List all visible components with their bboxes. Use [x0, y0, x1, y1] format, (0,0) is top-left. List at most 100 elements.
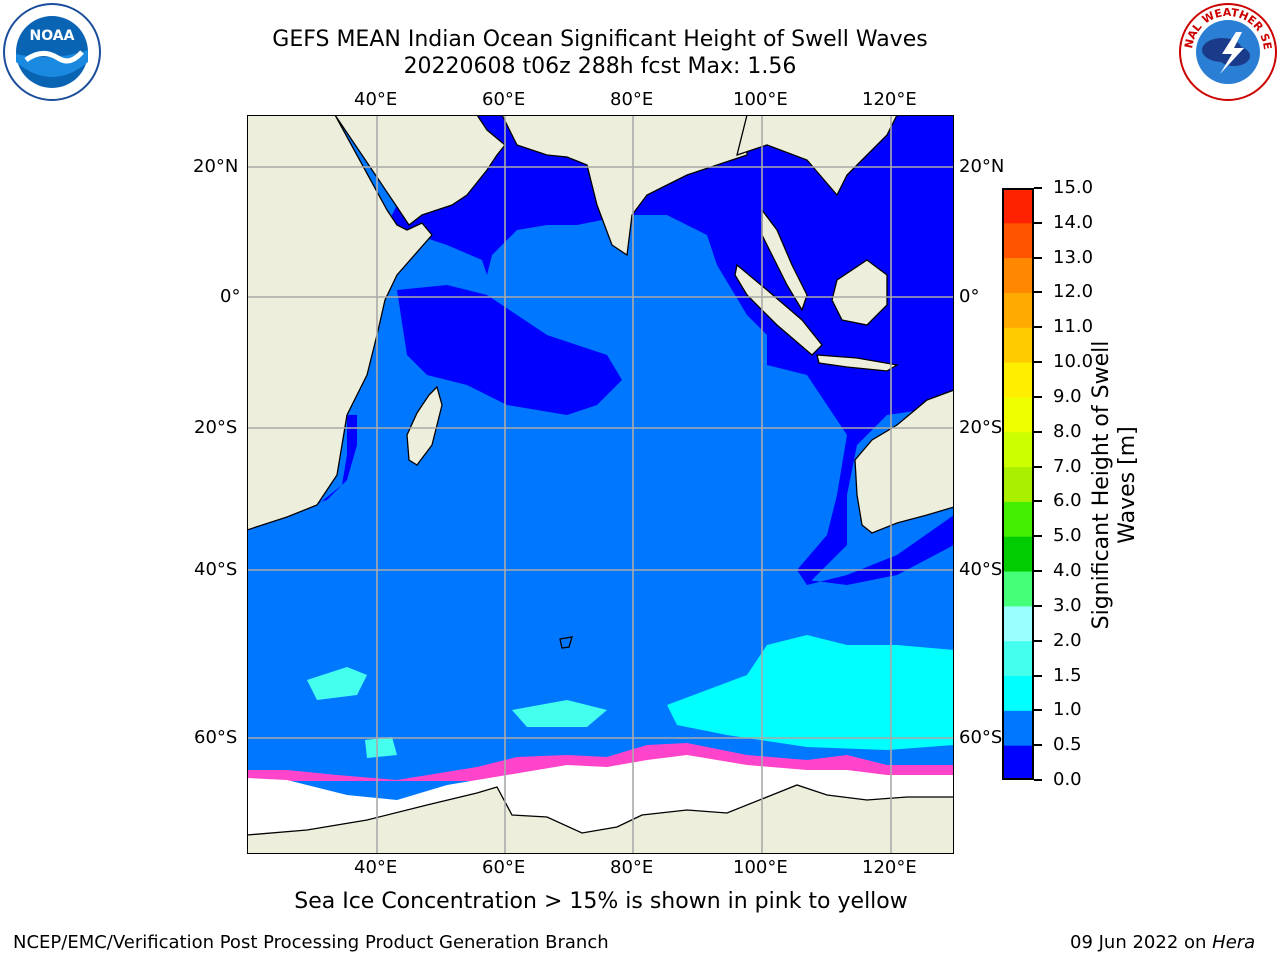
colorbar-tick-label: 10.0	[1053, 351, 1094, 373]
colorbar-label: Significant Height of Swell Waves [m]	[1089, 340, 1140, 630]
low-swell-australia-south	[807, 515, 954, 585]
lat-tick-left-0: 0°	[220, 286, 241, 307]
land-sumatra	[734, 263, 823, 356]
colorbar-segment	[1002, 292, 1034, 328]
colorbar-segment	[1002, 466, 1034, 502]
colorbar-frame	[1002, 188, 1034, 780]
land-borneo	[831, 259, 888, 326]
noaa-logo-text: NOAA	[30, 28, 75, 44]
colorbar-segment	[1002, 571, 1034, 607]
colorbar-tick-mark	[1034, 256, 1042, 259]
map-grid	[247, 115, 954, 854]
low-swell-region	[377, 115, 954, 585]
lat-tick-left-40s: 40°S	[194, 559, 238, 580]
lat-tick-left-20n: 20°N	[193, 156, 239, 177]
lat-tick-right-0: 0°	[959, 286, 980, 307]
lon-tick-bottom-60e: 60°E	[482, 857, 526, 878]
colorbar-tick-label: 3.0	[1053, 594, 1082, 616]
colorbar-segment	[1002, 396, 1034, 433]
colorbar-tick-mark	[1034, 535, 1042, 538]
lon-tick-top-100e: 100°E	[733, 89, 788, 110]
high-swell-patch-west	[307, 667, 367, 700]
colorbar-tick-mark	[1034, 187, 1042, 189]
colorbar-tick-label: 11.0	[1053, 316, 1094, 338]
lat-tick-right-20s: 20°S	[959, 417, 1003, 438]
lat-tick-right-60s: 60°S	[959, 727, 1003, 748]
high-swell-patch-mid	[512, 700, 607, 727]
sea-ice-note: Sea Ice Concentration > 15% is shown in …	[294, 889, 908, 914]
colorbar-segment	[1002, 362, 1034, 398]
colorbar-tick-label: 8.0	[1053, 420, 1082, 442]
nws-logo: NATIONAL WEATHER SERVICE	[1178, 2, 1277, 101]
noaa-logo: NOAA	[3, 3, 101, 101]
colorbar-tick-mark	[1034, 604, 1042, 607]
colorbar-segment	[1002, 257, 1034, 293]
footer-date-wrap: 09 Jun 2022 on Hera	[1070, 932, 1255, 953]
land-madagascar	[406, 385, 443, 466]
colorbar-segment	[1002, 431, 1034, 468]
colorbar-tick-label: 14.0	[1053, 211, 1094, 233]
colorbar-tick-label: 4.0	[1053, 560, 1082, 582]
colorbar-tick-label: 15.0	[1053, 177, 1094, 198]
colorbar-tick-mark	[1034, 500, 1042, 503]
colorbar-segment	[1002, 536, 1034, 572]
colorbar-tick-mark	[1034, 639, 1042, 642]
swell-height-map	[247, 115, 954, 854]
colorbar-tick-mark	[1034, 291, 1042, 294]
colorbar-tick-mark	[1034, 779, 1042, 781]
land-se-asia	[736, 115, 898, 197]
land-malay	[761, 208, 808, 312]
land-java	[816, 354, 899, 372]
colorbar-segment	[1002, 327, 1034, 363]
chart-subtitle: 20220608 t06z 288h fcst Max: 1.56	[403, 54, 797, 79]
lon-tick-top-80e: 80°E	[610, 89, 654, 110]
colorbar-tick-mark	[1034, 744, 1042, 747]
land-kerguelen	[559, 636, 573, 649]
high-swell-patch-sw	[365, 737, 397, 758]
colorbar-segment	[1002, 710, 1034, 746]
colorbar-tick-mark	[1034, 221, 1042, 224]
colorbar-tick-mark	[1034, 430, 1042, 433]
colorbar-segment	[1002, 605, 1034, 642]
colorbar-segment	[1002, 675, 1034, 711]
colorbar-tick-mark	[1034, 361, 1042, 364]
footer-date: 09 Jun 2022 on	[1070, 932, 1213, 953]
colorbar-tick-label: 0.5	[1053, 734, 1082, 756]
colorbar-tick-label: 2.0	[1053, 629, 1082, 651]
colorbar-tick-label: 12.0	[1053, 281, 1094, 303]
low-swell-africa	[397, 285, 622, 415]
lon-tick-bottom-120e: 120°E	[862, 857, 917, 878]
lat-tick-left-60s: 60°S	[194, 727, 238, 748]
colorbar-tick-mark	[1034, 674, 1042, 677]
high-swell-south	[667, 635, 954, 750]
lat-tick-left-20s: 20°S	[194, 417, 238, 438]
colorbar-tick-mark	[1034, 709, 1042, 712]
lon-tick-bottom-40e: 40°E	[354, 857, 398, 878]
colorbar-segment	[1002, 501, 1034, 537]
colorbar-segment	[1002, 640, 1034, 677]
lon-tick-top-120e: 120°E	[862, 89, 917, 110]
colorbar-tick-label: 0.0	[1053, 769, 1082, 790]
colorbar-tick-mark	[1034, 395, 1042, 398]
footer-machine: Hera	[1212, 932, 1256, 953]
lat-tick-right-20n: 20°N	[959, 156, 1005, 177]
land-india	[501, 115, 748, 257]
colorbar-tick-mark	[1034, 465, 1042, 468]
colorbar-tick-mark	[1034, 570, 1042, 573]
colorbar-segment	[1002, 745, 1034, 780]
colorbar	[1002, 188, 1034, 780]
land-antarctica	[247, 784, 954, 854]
colorbar-tick-label: 7.0	[1053, 455, 1082, 477]
colorbar-tick-label: 1.5	[1053, 664, 1082, 686]
footer-credit: NCEP/EMC/Verification Post Processing Pr…	[13, 932, 609, 953]
colorbar-segment	[1002, 188, 1034, 224]
lat-tick-right-40s: 40°S	[959, 559, 1003, 580]
colorbar-tick-label: 5.0	[1053, 525, 1082, 547]
colorbar-tick-mark	[1034, 326, 1042, 329]
land-australia	[854, 389, 954, 534]
land-africa-arabia	[247, 115, 506, 226]
colorbar-tick-label: 9.0	[1053, 385, 1082, 407]
chart-title: GEFS MEAN Indian Ocean Significant Heigh…	[272, 27, 928, 52]
lon-tick-top-40e: 40°E	[354, 89, 398, 110]
colorbar-tick-label: 6.0	[1053, 490, 1082, 512]
